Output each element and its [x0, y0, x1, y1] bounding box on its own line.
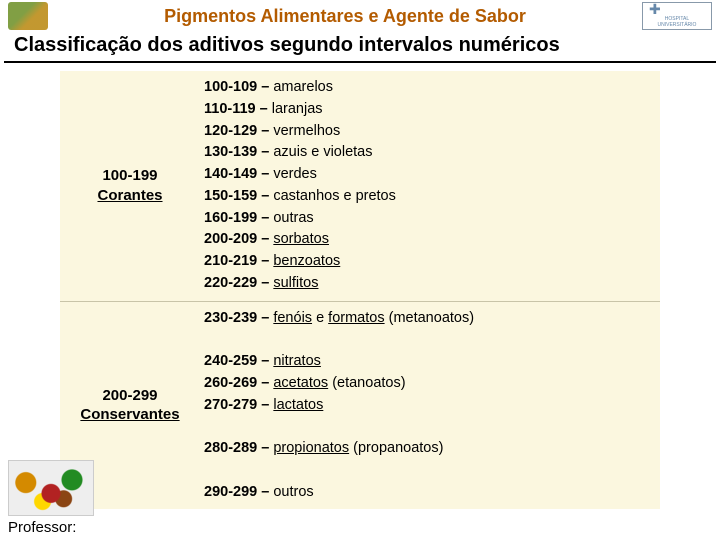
item-line: 150-159 – castanhos e pretos: [204, 186, 656, 208]
item-line: 280-289 – propionatos (propanoatos): [204, 438, 656, 460]
item-line: 230-239 – fenóis e formatos (metanoatos): [204, 308, 656, 330]
item-line: [204, 416, 656, 438]
item-line: 160-199 – outras: [204, 208, 656, 230]
vegetables-image: [8, 460, 94, 516]
item-line: [204, 329, 656, 351]
items-column: 100-109 – amarelos110-119 – laranjas120-…: [200, 71, 660, 301]
item-line: 290-299 – outros: [204, 482, 656, 504]
page-subtitle: Classificação dos aditivos segundo inter…: [4, 32, 716, 63]
item-line: 110-119 – laranjas: [204, 99, 656, 121]
logo-right: HOSPITAL UNIVERSITÁRIO: [642, 2, 712, 30]
item-line: 200-209 – sorbatos: [204, 229, 656, 251]
logo-left: [8, 2, 48, 30]
category-row: 200-299Conservantes230-239 – fenóis e fo…: [60, 302, 660, 510]
item-line: 130-139 – azuis e violetas: [204, 142, 656, 164]
item-line: 260-269 – acetatos (etanoatos): [204, 373, 656, 395]
item-line: 210-219 – benzoatos: [204, 251, 656, 273]
item-line: 220-229 – sulfitos: [204, 273, 656, 295]
category-label: 100-199Corantes: [60, 71, 200, 301]
footer-professor: Professor:: [8, 519, 76, 536]
item-line: 100-109 – amarelos: [204, 77, 656, 99]
item-line: 240-259 – nitratos: [204, 351, 656, 373]
header-title: Pigmentos Alimentares e Agente de Sabor: [164, 6, 526, 27]
logo-right-caption: HOSPITAL UNIVERSITÁRIO: [645, 16, 709, 28]
category-row: 100-199Corantes100-109 – amarelos110-119…: [60, 71, 660, 302]
item-line: 120-129 – vermelhos: [204, 121, 656, 143]
item-line: [204, 460, 656, 482]
item-line: 140-149 – verdes: [204, 164, 656, 186]
item-line: 270-279 – lactatos: [204, 395, 656, 417]
items-column: 230-239 – fenóis e formatos (metanoatos)…: [200, 302, 660, 510]
classification-table: 100-199Corantes100-109 – amarelos110-119…: [60, 71, 660, 509]
header-bar: Pigmentos Alimentares e Agente de Sabor …: [0, 0, 720, 32]
